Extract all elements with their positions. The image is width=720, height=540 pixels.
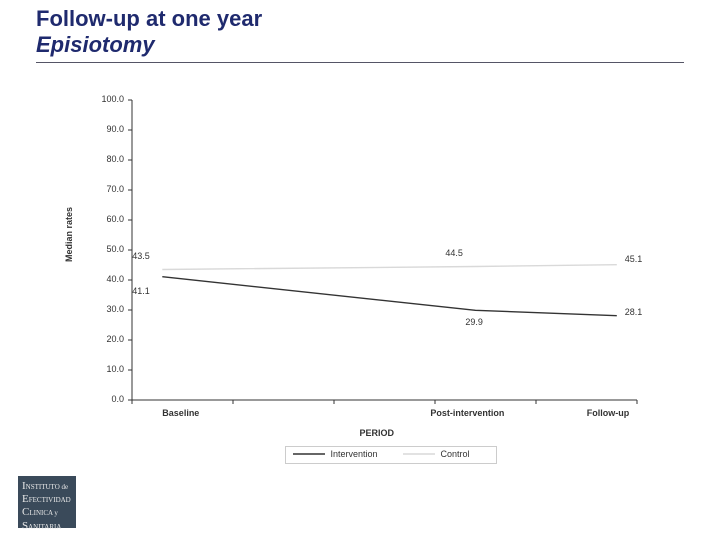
x-axis-label: PERIOD: [360, 428, 395, 438]
logo-line: CLINICA y: [22, 506, 72, 519]
institute-logo: INSTITUTO de EFECTIVIDAD CLINICA y SANIT…: [18, 476, 76, 528]
data-point-label: 41.1: [132, 286, 150, 296]
slide-title: Follow-up at one year Episiotomy: [36, 6, 262, 58]
y-tick-label: 90.0: [84, 124, 124, 134]
data-point-label: 45.1: [625, 254, 643, 264]
x-tick-label: Baseline: [162, 408, 199, 418]
slide: Follow-up at one year Episiotomy Median …: [0, 0, 720, 540]
y-tick-label: 80.0: [84, 154, 124, 164]
y-tick-label: 100.0: [84, 94, 124, 104]
title-underline: [36, 62, 684, 63]
line-chart: Median rates 0.010.020.030.040.050.060.0…: [72, 92, 647, 462]
chart-svg: [72, 92, 647, 462]
title-line2: Episiotomy: [36, 32, 262, 58]
data-point-label: 44.5: [445, 248, 463, 258]
logo-line: INSTITUTO de: [22, 480, 72, 493]
x-tick-label: Post-intervention: [430, 408, 504, 418]
y-tick-label: 10.0: [84, 364, 124, 374]
y-tick-label: 70.0: [84, 184, 124, 194]
legend-item: Control: [441, 449, 470, 459]
x-tick-label: Follow-up: [587, 408, 630, 418]
y-tick-label: 50.0: [84, 244, 124, 254]
y-tick-label: 60.0: [84, 214, 124, 224]
data-point-label: 28.1: [625, 307, 643, 317]
data-point-label: 43.5: [132, 251, 150, 261]
logo-line: EFECTIVIDAD: [22, 493, 72, 506]
y-axis-label: Median rates: [64, 207, 74, 262]
legend-item: Intervention: [331, 449, 378, 459]
data-point-label: 29.9: [465, 317, 483, 327]
y-tick-label: 0.0: [84, 394, 124, 404]
logo-line: SANITARIA: [22, 520, 72, 533]
y-tick-label: 40.0: [84, 274, 124, 284]
y-tick-label: 20.0: [84, 334, 124, 344]
y-tick-label: 30.0: [84, 304, 124, 314]
title-line1: Follow-up at one year: [36, 6, 262, 32]
